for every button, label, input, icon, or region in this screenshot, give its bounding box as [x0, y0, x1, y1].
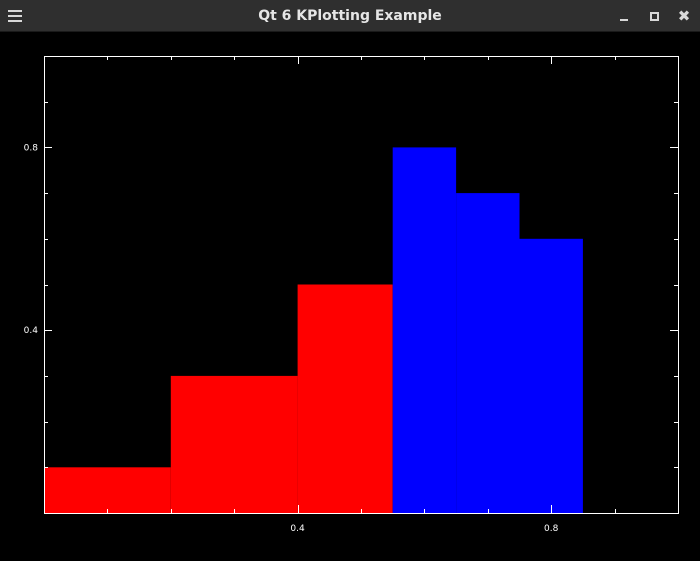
- hamburger-menu-icon[interactable]: [8, 9, 22, 23]
- title-bar[interactable]: Qt 6 KPlotting Example ✖: [0, 0, 700, 32]
- minimize-icon[interactable]: [616, 8, 632, 24]
- bar-s0-1: [170, 375, 298, 513]
- bar-s1-1: [456, 193, 520, 513]
- bar-s1-0: [392, 147, 457, 513]
- plot-widget: 0.4 0.8 0.4 0.8: [0, 32, 700, 557]
- bar-s1-2: [519, 238, 583, 514]
- x-tick-label: 0.8: [544, 524, 559, 534]
- y-tick-label: 0.4: [24, 326, 39, 336]
- bar-s0-0: [44, 467, 171, 513]
- tick-labels-layer: 0.4 0.8 0.4 0.8: [24, 143, 559, 534]
- bar-s0-2: [297, 284, 393, 513]
- bars-layer: [44, 147, 583, 514]
- window-title: Qt 6 KPlotting Example: [258, 8, 442, 24]
- x-tick-label: 0.4: [290, 524, 305, 534]
- maximize-icon[interactable]: [646, 8, 662, 24]
- ticks-layer: [44, 56, 678, 513]
- bar-chart: 0.4 0.8 0.4 0.8: [24, 56, 679, 534]
- y-tick-label: 0.8: [24, 143, 39, 153]
- close-icon[interactable]: ✖: [677, 7, 691, 25]
